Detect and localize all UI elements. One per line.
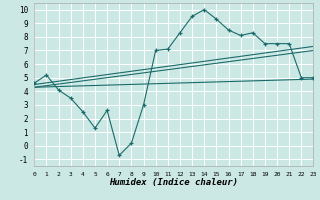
X-axis label: Humidex (Indice chaleur): Humidex (Indice chaleur) — [109, 178, 238, 187]
